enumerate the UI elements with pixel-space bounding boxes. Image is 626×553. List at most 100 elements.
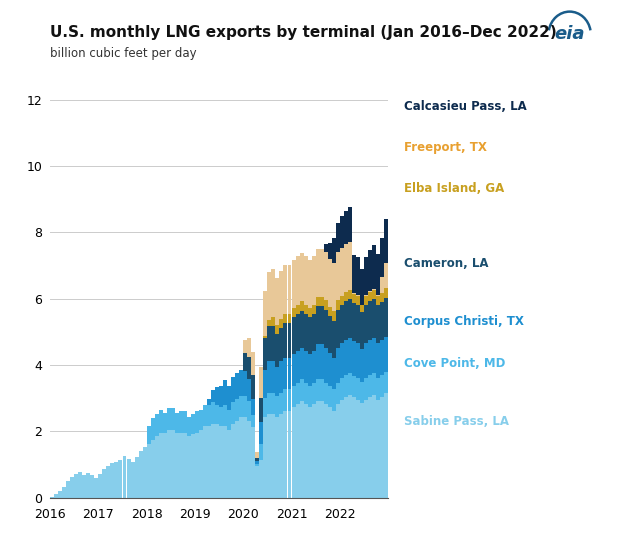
Bar: [211, 390, 215, 403]
Bar: [199, 430, 203, 498]
Bar: [336, 223, 340, 252]
Bar: [211, 424, 215, 498]
Bar: [244, 353, 247, 371]
Bar: [175, 433, 179, 498]
Bar: [312, 351, 316, 383]
Bar: [255, 458, 259, 461]
Bar: [364, 400, 368, 498]
Bar: [307, 308, 312, 317]
Bar: [332, 238, 336, 263]
Bar: [312, 314, 316, 351]
Bar: [146, 426, 151, 444]
Bar: [316, 345, 320, 379]
Bar: [264, 338, 267, 370]
Bar: [138, 451, 143, 498]
Bar: [292, 260, 295, 308]
Bar: [348, 338, 352, 373]
Bar: [126, 458, 130, 498]
Bar: [292, 408, 295, 498]
Bar: [231, 403, 235, 424]
Bar: [179, 433, 183, 498]
Bar: [219, 385, 223, 407]
Bar: [195, 411, 199, 433]
Bar: [207, 399, 211, 405]
Bar: [284, 323, 287, 358]
Bar: [356, 296, 360, 305]
Bar: [179, 411, 183, 433]
Bar: [324, 404, 327, 498]
Bar: [304, 351, 307, 383]
Bar: [352, 376, 356, 398]
Bar: [307, 354, 312, 386]
Bar: [300, 401, 304, 498]
Bar: [360, 382, 364, 403]
Bar: [344, 340, 348, 375]
Bar: [356, 378, 360, 400]
Bar: [155, 414, 158, 436]
Bar: [267, 393, 271, 414]
Bar: [340, 296, 344, 305]
Bar: [98, 474, 102, 498]
Bar: [384, 298, 388, 337]
Bar: [320, 306, 324, 345]
Bar: [380, 375, 384, 397]
Bar: [255, 461, 259, 463]
Bar: [348, 290, 352, 299]
Bar: [191, 434, 195, 498]
Bar: [207, 405, 211, 426]
Bar: [151, 418, 155, 440]
Bar: [264, 398, 267, 418]
Bar: [312, 257, 316, 305]
Bar: [251, 415, 255, 427]
Bar: [340, 305, 344, 343]
Bar: [368, 397, 372, 498]
Bar: [244, 418, 247, 498]
Bar: [106, 466, 110, 498]
Bar: [376, 296, 380, 305]
Bar: [247, 401, 251, 421]
Bar: [74, 474, 78, 498]
Bar: [340, 216, 344, 248]
Bar: [163, 413, 167, 433]
Bar: [287, 358, 292, 389]
Bar: [316, 297, 320, 306]
Bar: [279, 361, 284, 393]
Bar: [279, 414, 284, 498]
Bar: [272, 393, 275, 414]
Bar: [219, 426, 223, 498]
Bar: [259, 422, 264, 444]
Bar: [380, 276, 384, 293]
Bar: [231, 377, 235, 403]
Bar: [110, 463, 115, 498]
Bar: [324, 348, 327, 383]
Bar: [247, 379, 251, 401]
Bar: [356, 295, 360, 296]
Bar: [352, 294, 356, 303]
Bar: [259, 460, 264, 498]
Bar: [239, 396, 243, 418]
Bar: [380, 238, 384, 276]
Bar: [344, 211, 348, 243]
Bar: [332, 321, 336, 358]
Bar: [360, 312, 364, 349]
Bar: [215, 387, 219, 405]
Bar: [372, 338, 376, 373]
Bar: [203, 426, 207, 498]
Bar: [272, 361, 275, 393]
Bar: [292, 354, 295, 386]
Bar: [203, 405, 207, 426]
Text: billion cubic feet per day: billion cubic feet per day: [50, 47, 197, 60]
Bar: [384, 263, 388, 288]
Bar: [376, 400, 380, 498]
Bar: [295, 383, 299, 404]
Bar: [348, 242, 352, 290]
Bar: [259, 367, 264, 398]
Bar: [159, 410, 163, 433]
Bar: [324, 383, 327, 404]
Bar: [352, 398, 356, 498]
Bar: [312, 404, 316, 498]
Bar: [324, 310, 327, 348]
Bar: [295, 305, 299, 314]
Bar: [167, 408, 171, 430]
Bar: [215, 405, 219, 424]
